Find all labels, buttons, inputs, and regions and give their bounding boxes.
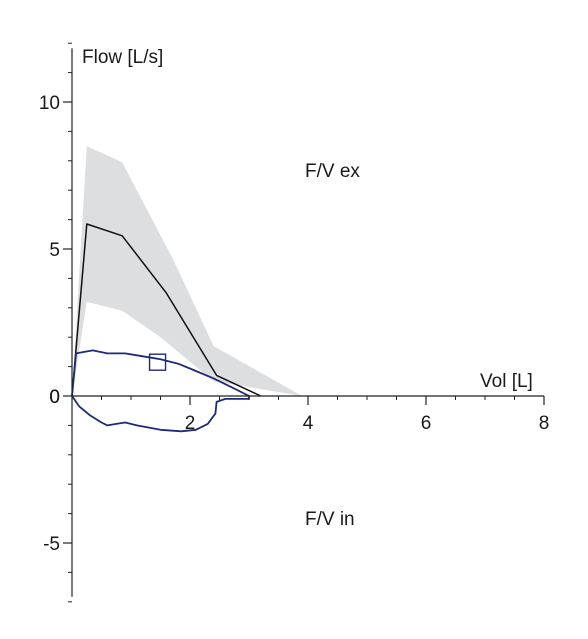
- x-tick-label: 8: [539, 413, 550, 434]
- annotation-fv-in: F/V in: [305, 509, 355, 530]
- x-axis-label: Vol [L]: [480, 371, 533, 392]
- plot-layer: [71, 146, 303, 433]
- x-tick-label: 4: [303, 413, 314, 434]
- peak-marker-square: [148, 353, 167, 371]
- predicted-range-band: [72, 146, 303, 396]
- predicted-flow-line: [71, 223, 262, 397]
- y-tick-label: 10: [39, 93, 60, 114]
- y-tick-label: -5: [43, 534, 60, 555]
- y-tick-label: 5: [49, 240, 60, 261]
- measured-flow-volume-loop: [71, 349, 250, 433]
- y-tick-label: 0: [49, 387, 60, 408]
- y-tick-label: 0: [49, 387, 60, 408]
- x-tick-label: 2: [185, 413, 196, 434]
- x-tick-label: 6: [421, 413, 432, 434]
- y-axis-label: Flow [L/s]: [82, 47, 163, 68]
- annotation-fv-ex: F/V ex: [305, 161, 360, 182]
